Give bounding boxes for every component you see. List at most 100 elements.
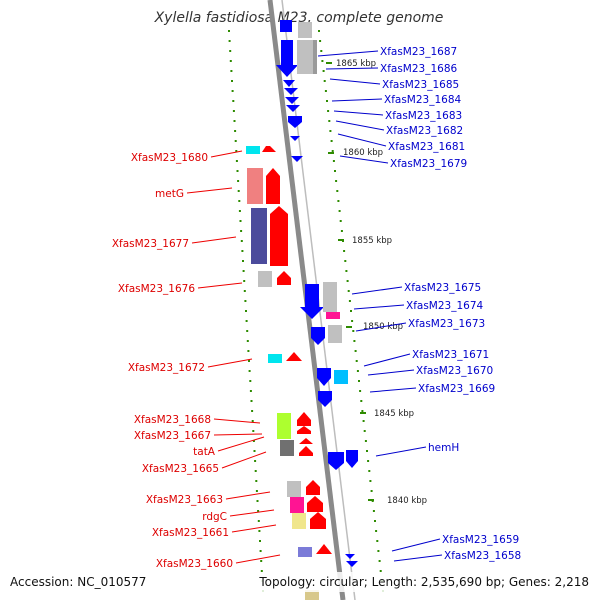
gene-block (287, 481, 301, 497)
guide-dot (249, 390, 252, 392)
guide-dot (241, 250, 244, 252)
guide-dot (229, 60, 232, 62)
guide-dot (336, 190, 339, 192)
guide-dot (321, 60, 324, 62)
guide-dot (232, 110, 235, 112)
gene-arrow (297, 426, 311, 434)
scale-tick-label: 1860 kbp (343, 148, 383, 158)
reverse-strand-features (276, 20, 358, 567)
guide-dot (377, 550, 380, 552)
guide-dot (330, 140, 333, 142)
guide-dot (237, 180, 240, 182)
guide-dot (362, 420, 365, 422)
gene-label: XfasM23_1665 (142, 463, 219, 475)
gene-block (277, 413, 291, 439)
right-labels: XfasM23_1687 XfasM23_1686 XfasM23_1685 X… (380, 46, 521, 562)
guide-dot (235, 160, 238, 162)
scale-tick-label: 1855 kbp (352, 236, 392, 246)
guide-dot (238, 210, 241, 212)
guide-dot (331, 150, 334, 152)
guide-dot (246, 330, 249, 332)
gene-block (246, 146, 260, 154)
gene-block (290, 497, 304, 513)
gene-arrow (311, 327, 325, 345)
guide-dot (232, 100, 235, 102)
guide-dot (228, 30, 230, 32)
left-labels: XfasM23_1680 metG XfasM23_1677 XfasM23_1… (112, 152, 233, 570)
gene-block (280, 440, 294, 456)
gene-label: rdgC (202, 511, 227, 523)
guide-dot (247, 350, 250, 352)
gene-block (334, 370, 348, 384)
gene-arrow (328, 452, 344, 470)
gene-label: XfasM23_1679 (390, 158, 467, 170)
guide-dot (367, 460, 370, 462)
guide-dot (257, 510, 260, 512)
gene-arrow (346, 450, 358, 468)
guide-dot (239, 220, 242, 222)
gene-label: XfasM23_1661 (152, 527, 229, 539)
guide-dot (236, 170, 239, 172)
gene-block (323, 282, 337, 312)
guide-dot (322, 70, 325, 72)
scale-tick-label: 1865 kbp (336, 59, 376, 69)
gene-arrow (285, 97, 299, 104)
forward-strand-features (246, 146, 332, 600)
guide-dot (256, 500, 259, 502)
guide-dot (234, 130, 237, 132)
gene-arrow (316, 544, 332, 554)
gene-label: XfasM23_1659 (442, 534, 519, 546)
guide-dot (370, 490, 373, 492)
gene-label: XfasM23_1672 (128, 362, 205, 374)
guide-dot (338, 210, 341, 212)
guide-dot (257, 520, 260, 522)
guide-dot (254, 470, 257, 472)
gene-arrow (284, 88, 298, 95)
gene-arrow (299, 438, 313, 444)
gene-arrow (266, 168, 280, 204)
guide-dot (245, 320, 248, 322)
gene-block (247, 168, 263, 204)
gene-block (328, 325, 342, 343)
guide-dot (240, 230, 243, 232)
gene-label: XfasM23_1673 (408, 318, 485, 330)
gene-label: hemH (428, 442, 459, 454)
guide-dot (354, 350, 357, 352)
guide-dot (260, 570, 263, 572)
gene-label: XfasM23_1663 (146, 494, 223, 506)
guide-dot (235, 150, 238, 152)
guide-dot (375, 530, 378, 532)
gene-block (258, 271, 272, 287)
gene-block (251, 208, 267, 264)
gene-label: XfasM23_1670 (416, 365, 493, 377)
gene-block (298, 22, 312, 38)
gene-block-edge (313, 40, 317, 74)
gene-arrow (297, 412, 311, 426)
gene-arrow (300, 284, 324, 319)
guide-dot (358, 380, 360, 382)
guide-dot (376, 540, 379, 542)
accession-text: Accession: NC_010577 (10, 575, 146, 589)
guide-dot (230, 70, 233, 72)
guide-dot (368, 470, 371, 472)
gene-label: XfasM23_1682 (386, 125, 463, 137)
guide-dot (372, 510, 375, 512)
guide-dot (251, 410, 254, 412)
guide-dot (252, 430, 255, 432)
guide-dot (326, 100, 328, 102)
gene-label: XfasM23_1685 (382, 79, 459, 91)
guide-dot (234, 140, 237, 142)
gene-arrow (346, 561, 358, 567)
guide-dot (360, 400, 363, 402)
gene-label: XfasM23_1667 (134, 430, 211, 442)
dotted-guides (228, 30, 384, 592)
gene-label: XfasM23_1658 (444, 550, 521, 562)
guide-dot (334, 170, 336, 172)
guide-dot (255, 480, 258, 482)
guide-dot (356, 370, 359, 372)
guide-dot (379, 570, 382, 572)
guide-dot (258, 530, 261, 532)
guide-dot (343, 250, 346, 252)
gene-label: XfasM23_1676 (118, 283, 196, 295)
